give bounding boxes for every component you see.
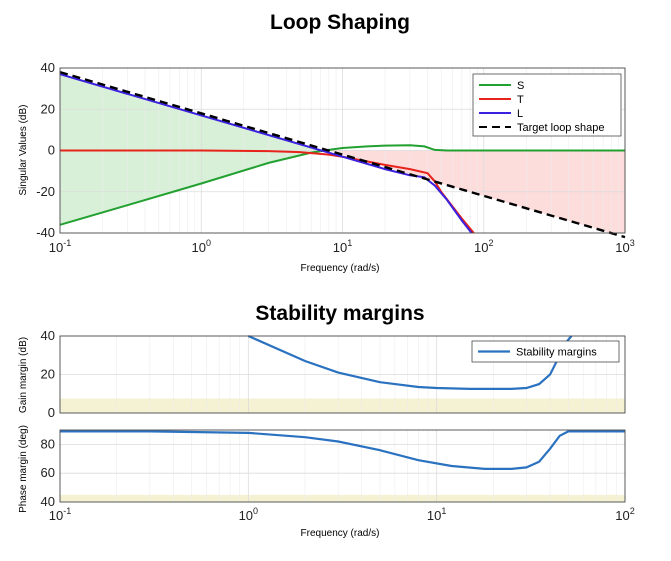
x-tick-label: 102 [615,506,634,523]
x-axis-label-bottom: Frequency (rad/s) [301,528,380,539]
legend-entry: T [517,94,524,106]
x-tick-label: 102 [474,238,493,255]
y-axis-label-gain-margin: Gain margin (dB) [18,337,29,413]
margin-band [60,398,625,413]
axes-frame [59,67,626,234]
y-tick-label: 0 [48,143,55,158]
axes-frame [59,335,626,414]
legend-box [471,340,620,363]
margin-band [60,494,625,502]
series-line-l [59,73,473,234]
x-tick-label: 101 [427,506,446,523]
y-tick-label: -20 [36,184,55,199]
plot-area [60,430,625,502]
x-tick-label: 103 [615,238,634,255]
y-axis-label-phase-margin: Phase margin (deg) [18,425,29,513]
x-tick-label: 101 [333,238,352,255]
x-tick-label: 100 [192,238,211,255]
y-tick-label: -40 [36,225,55,240]
y-tick-label: 60 [41,465,55,480]
y-tick-label: 20 [41,101,55,116]
series-line-stability-margins [60,430,625,470]
y-tick-label: 0 [48,405,55,420]
legend-entry: Target loop shape [517,122,604,134]
series-line-target-loop-shape [59,70,626,239]
y-tick-label: 40 [41,494,55,509]
legend-entry: L [517,108,523,120]
legend-entry: S [517,80,524,92]
gain-margin-plot: 40 20 0 Stability margins [41,328,626,420]
series-line-s [59,144,625,226]
y-axis-label-top: Singular Values (dB) [18,105,29,196]
x-axis-label-top: Frequency (rad/s) [301,263,380,274]
x-tick-label: 10-1 [49,506,71,523]
y-tick-label: 20 [41,367,55,382]
x-tick-label: 10-1 [49,238,71,255]
chart-title-loop-shaping: Loop Shaping [270,11,410,34]
x-tick-label: 100 [239,506,258,523]
y-tick-label: 40 [41,60,55,75]
chart-title-stability-margins: Stability margins [255,302,424,325]
y-tick-label: 80 [41,436,55,451]
axes-frame [59,429,626,503]
legend-entry: Stability margins [516,347,597,359]
y-tick-label: 40 [41,328,55,343]
